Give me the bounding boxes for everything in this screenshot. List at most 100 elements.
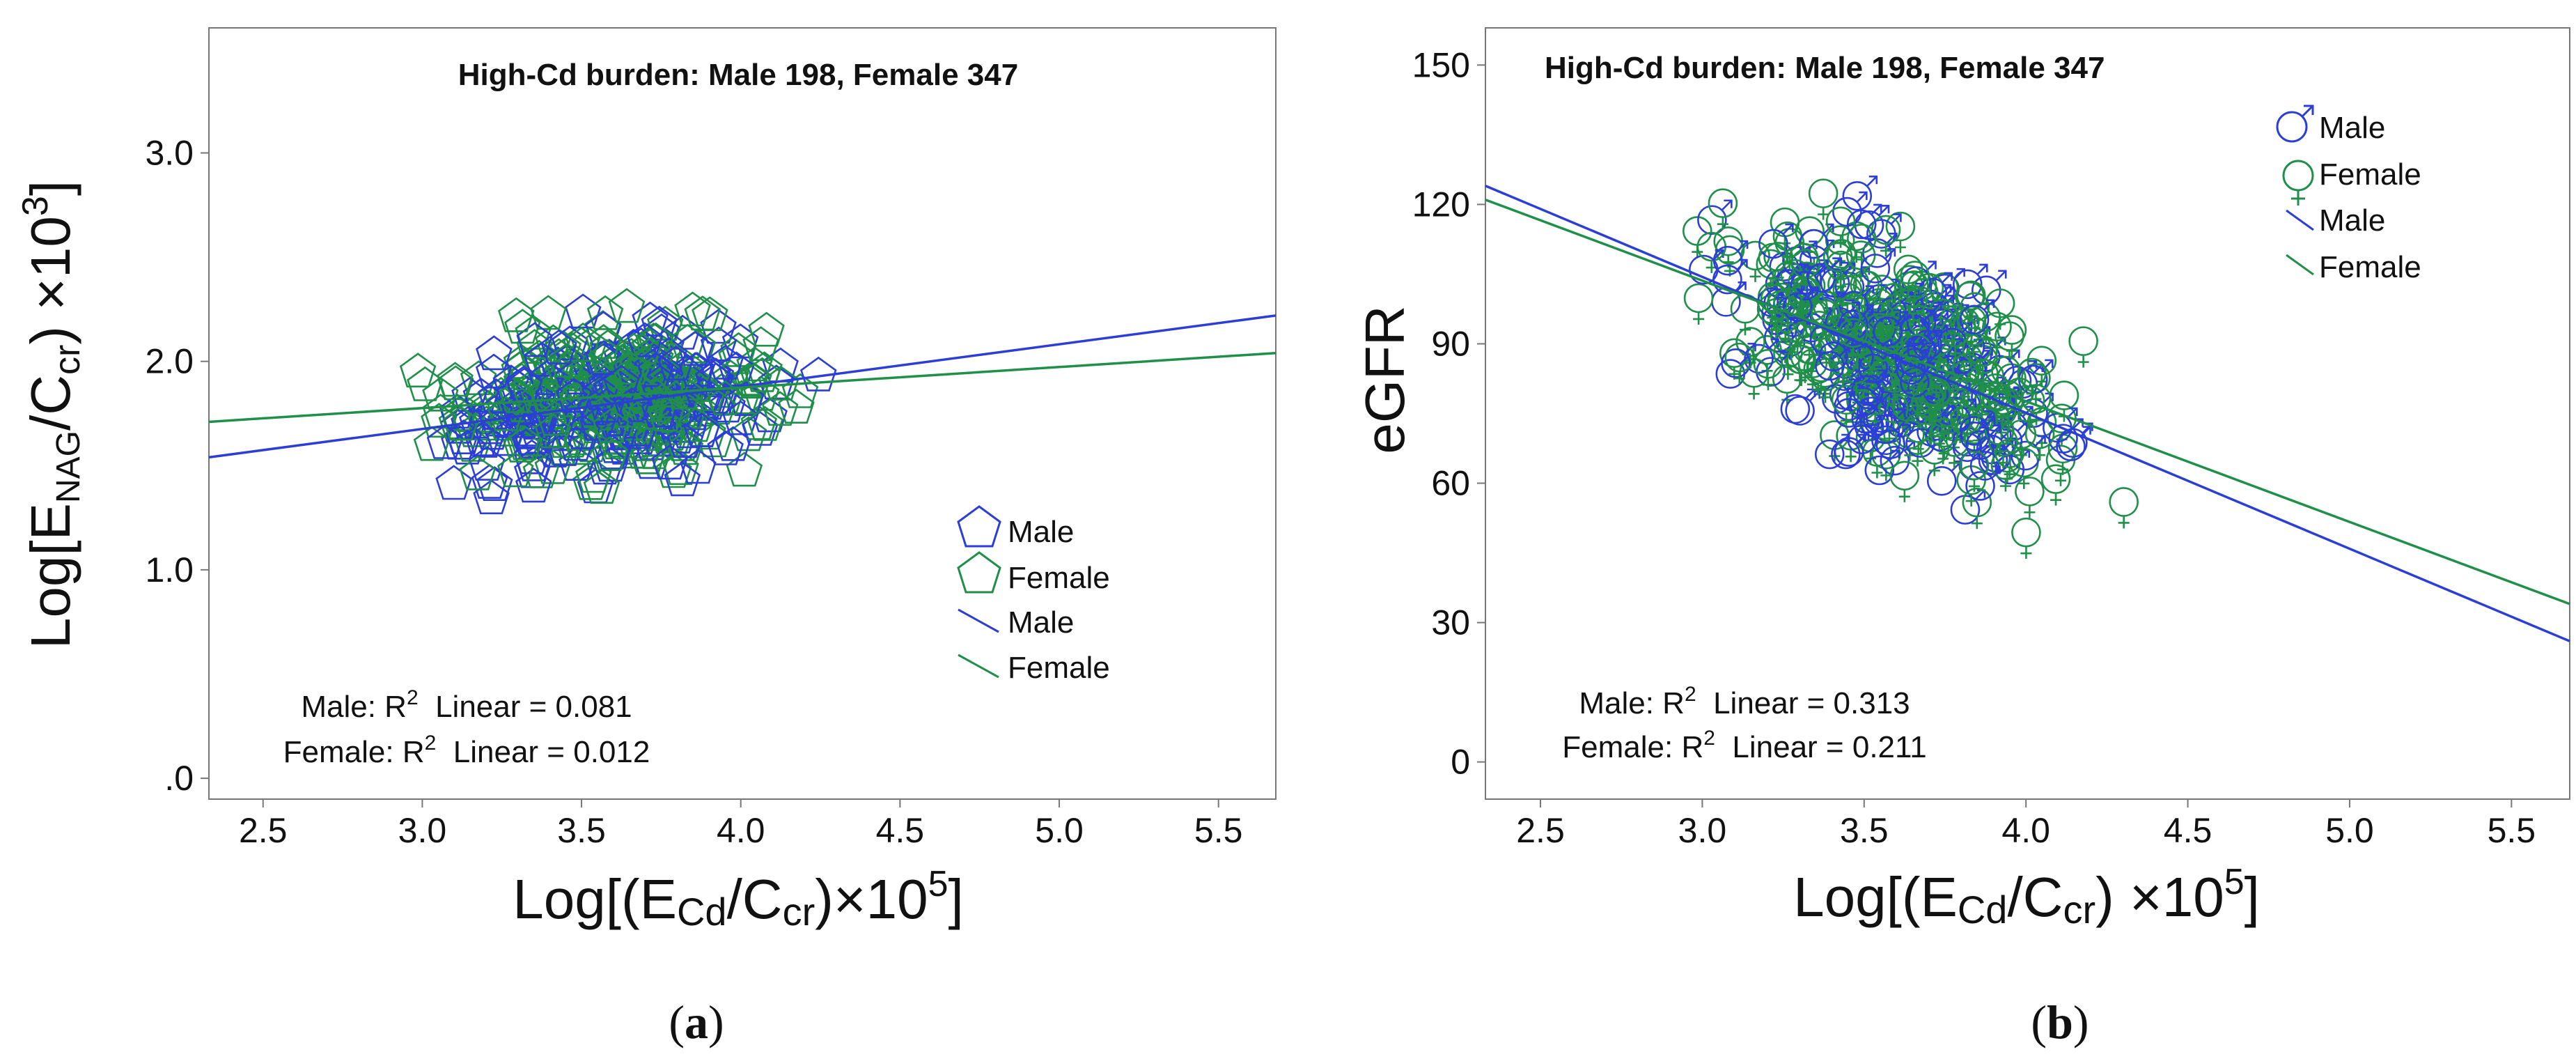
data-point-a-506 (593, 408, 630, 443)
data-point-b-445 (1960, 292, 1990, 334)
data-point-b-442 (1880, 363, 1910, 405)
data-point-b-494 (1965, 424, 2001, 461)
legend-a-female-line (958, 654, 999, 679)
data-point-a-427 (515, 467, 552, 503)
x-tick-label-b-4: 4.5 (2164, 811, 2212, 850)
data-point-a-480 (699, 389, 737, 425)
data-point-a-355 (707, 430, 744, 465)
data-point-b-498 (1834, 431, 1870, 467)
legend-a-male-marker (957, 505, 1001, 548)
data-point-b-502 (1873, 311, 1909, 346)
data-point-a-501 (563, 326, 600, 362)
data-point-b-365 (1889, 461, 1920, 502)
data-point-a-512 (487, 396, 524, 431)
data-point-b-476 (1851, 369, 1887, 405)
y-tick-label-b-0: 0 (1451, 743, 1470, 782)
data-point-a-458 (637, 352, 674, 387)
data-point-a-514 (556, 378, 593, 413)
data-point-a-457 (646, 372, 684, 408)
data-point-b-487 (2017, 357, 2047, 400)
data-point-a-444 (625, 333, 662, 369)
panel-label-b: (b) (2031, 996, 2089, 1049)
y-tick-label-a-0: .0 (164, 759, 194, 798)
data-point-b-272 (1758, 223, 1794, 259)
data-point-a-359 (634, 422, 672, 457)
data-point-a-410 (476, 466, 513, 502)
x-tick-label-b-3: 4.0 (2001, 811, 2050, 850)
y-tick-label-b-4: 120 (1412, 185, 1470, 224)
data-point-b-321 (2015, 477, 2045, 518)
data-point-a-69 (799, 356, 837, 392)
data-point-b-483 (1898, 284, 1928, 326)
legend-b-female-line (2286, 254, 2314, 276)
data-point-a-483 (422, 376, 459, 412)
data-point-a-459 (399, 353, 437, 388)
data-point-b-515 (1786, 344, 1817, 387)
data-point-b-462 (2006, 419, 2037, 461)
x-tick-label-b-2: 3.5 (1840, 811, 1889, 850)
data-point-b-379 (1871, 419, 1907, 456)
data-point-a-392 (476, 335, 513, 371)
data-point-a-404 (651, 360, 689, 395)
data-point-a-272 (662, 450, 699, 486)
data-point-a-518 (747, 405, 783, 441)
data-point-b-293 (1683, 283, 1714, 325)
data-point-b-460 (1846, 203, 1882, 240)
data-point-a-505 (534, 413, 572, 449)
data-point-b-501 (1899, 342, 1935, 378)
data-point-a-411 (707, 344, 744, 380)
data-point-a-438 (588, 339, 625, 374)
data-point-a-142 (586, 295, 624, 330)
data-point-b-496 (1985, 415, 2015, 457)
data-point-a-82 (504, 309, 541, 344)
data-point-b-505 (1860, 248, 1896, 284)
data-point-b-380 (1967, 337, 1998, 379)
y-tick-label-a-3: 3.0 (145, 134, 194, 173)
data-point-a-311 (763, 365, 799, 401)
data-point-a-441 (718, 351, 755, 387)
data-point-b-497 (1760, 284, 1790, 326)
legend-a-male-label: Male (1008, 515, 1074, 549)
data-point-a-321 (742, 410, 779, 446)
data-point-a-499 (499, 378, 536, 413)
data-point-b-447 (2068, 326, 2098, 368)
data-point-a-513 (707, 380, 744, 415)
y-tick-label-b-2: 60 (1431, 464, 1470, 503)
data-point-a-462 (462, 378, 500, 413)
data-point-a-493 (678, 407, 715, 442)
data-point-a-38 (572, 465, 609, 500)
legend-a-male-line (958, 608, 999, 633)
data-point-a-486 (585, 324, 623, 360)
data-point-b-504 (1712, 258, 1748, 295)
data-point-a-500 (583, 469, 620, 504)
chart-title-b: High-Cd burden: Male 198, Female 347 (1545, 51, 2105, 85)
data-point-b-492 (1873, 325, 1904, 366)
fit-line-b-male (1485, 185, 2570, 642)
data-point-a-519 (497, 452, 534, 488)
data-point-b-87 (2109, 487, 2139, 529)
scatter-points-b (1682, 176, 2139, 559)
axis-ticks-b: 2.5 3.0 3.5 4.0 4.5 5.0 5.5 0 30 60 90 120 150 (1412, 45, 2536, 850)
chart-title-a: High-Cd burden: Male 198, Female 347 (458, 58, 1018, 92)
data-point-a-299 (674, 291, 711, 327)
data-point-b-402 (1917, 272, 1953, 308)
data-point-a-343 (486, 421, 523, 456)
data-point-b-129 (1697, 199, 1733, 235)
fit-lines-b (1485, 185, 2570, 642)
data-point-b-371 (1854, 204, 1890, 240)
panel-label-a: (a) (669, 996, 724, 1049)
data-point-b-325 (1808, 178, 1839, 220)
fit-line-b-female (1485, 199, 2570, 605)
data-point-a-365 (556, 343, 593, 379)
panel-a: 2.5 3.0 3.5 4.0 4.5 5.0 5.5 .0 1.0 2.0 3.0 High-Cd… (15, 27, 1277, 1049)
data-point-b-198 (1952, 263, 1988, 300)
data-point-a-509 (442, 405, 480, 441)
data-point-b-448 (1831, 385, 1861, 426)
data-point-b-519 (1899, 270, 1929, 312)
r2-annotation-b-male: Male: R2 Linear = 0.313 (1579, 683, 1910, 720)
y-tick-label-a-2: 2.0 (145, 342, 194, 381)
data-point-a-369 (534, 449, 572, 484)
r2-annotation-a-male: Male: R2 Linear = 0.081 (301, 686, 632, 724)
data-point-a-449 (727, 381, 765, 417)
data-point-a-502 (591, 436, 629, 472)
